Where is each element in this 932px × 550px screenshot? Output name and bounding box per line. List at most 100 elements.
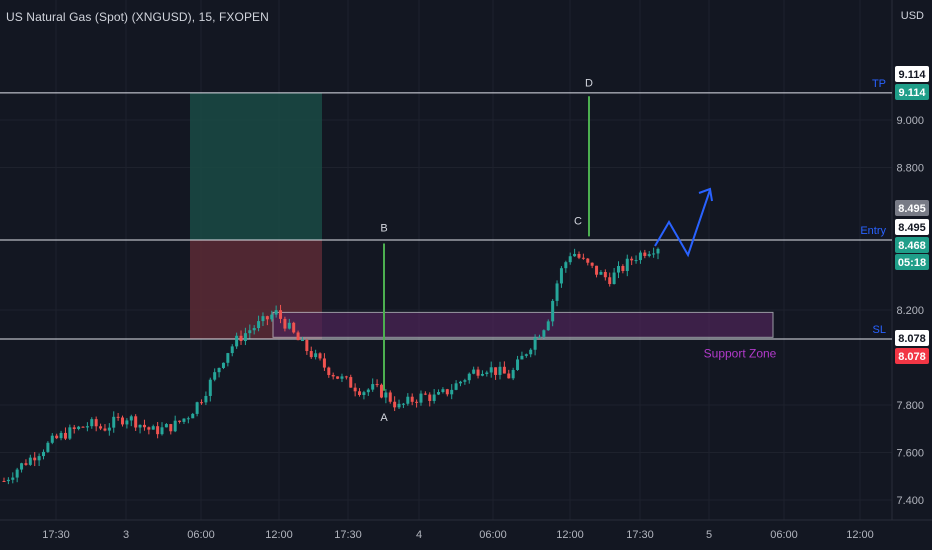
candle-body <box>178 420 182 422</box>
profit-target-zone[interactable] <box>190 92 322 240</box>
candle-body <box>300 340 304 342</box>
candle-body <box>81 426 85 428</box>
candle-body <box>182 418 186 422</box>
price-axis-tick-label: 8.200 <box>896 305 924 317</box>
candle-body <box>630 258 634 261</box>
time-axis-tick-label: 12:00 <box>846 529 874 541</box>
candle-body <box>454 383 458 390</box>
candle-body <box>507 373 511 379</box>
candle-body <box>186 418 190 420</box>
price-badge-gray <box>895 200 929 216</box>
candle-body <box>72 427 76 429</box>
candle-body <box>340 376 344 379</box>
candle-body <box>327 367 331 375</box>
candle-body <box>502 366 506 374</box>
price-badge-label: 8.495 <box>898 222 926 234</box>
candle-body <box>467 373 471 381</box>
candle-body <box>494 367 498 375</box>
candle-body <box>397 403 401 408</box>
candle-body <box>384 392 388 398</box>
wave-label-a: A <box>380 412 388 424</box>
price-badge-label: 8.495 <box>898 203 926 215</box>
wave-label-c: C <box>574 215 582 227</box>
candle-body <box>375 384 379 386</box>
candle-body <box>208 379 212 396</box>
candle-body <box>529 349 533 355</box>
candle-body <box>625 258 629 272</box>
candle-body <box>235 335 239 347</box>
candle-body <box>28 457 32 465</box>
price-badge-label: 9.114 <box>899 87 927 99</box>
price-badge-label: 8.468 <box>898 240 926 252</box>
candle-body <box>621 266 625 272</box>
candle-body <box>458 381 462 384</box>
level-tag-tp: TP <box>872 78 886 90</box>
price-axis-tick-label: 9.000 <box>896 115 924 127</box>
candle-body <box>349 377 353 388</box>
candle-body <box>393 401 397 408</box>
price-badge-red <box>895 348 929 364</box>
candle-body <box>537 336 541 338</box>
candle-body <box>85 426 89 428</box>
candle-body <box>445 389 449 395</box>
candle-body <box>410 396 414 402</box>
candle-body <box>524 354 528 356</box>
candle-body <box>147 427 151 430</box>
candle-body <box>94 419 98 427</box>
price-badge-green <box>895 237 929 253</box>
candle-body <box>463 380 467 382</box>
candle-body <box>616 266 620 273</box>
candle-body <box>366 389 370 393</box>
time-axis-tick-label: 12:00 <box>556 529 584 541</box>
time-axis-tick-label: 17:30 <box>626 529 654 541</box>
candle-body <box>195 402 199 414</box>
candle-body <box>441 389 445 393</box>
candle-body <box>243 333 247 342</box>
candle-body <box>344 376 348 378</box>
candle-body <box>204 395 208 403</box>
candle-body <box>586 258 590 263</box>
time-axis-tick-label: 12:00 <box>265 529 293 541</box>
candle-body <box>423 393 427 395</box>
price-badge-white <box>895 219 929 235</box>
candle-body <box>336 376 340 379</box>
price-badge-green <box>895 84 929 100</box>
candle-body <box>99 426 103 429</box>
support-zone-rect[interactable] <box>272 311 774 338</box>
candle-body <box>90 419 94 427</box>
candle-body <box>42 451 46 457</box>
candle-body <box>437 392 441 395</box>
candle-body <box>59 432 63 439</box>
currency-label[interactable]: USD <box>900 10 924 22</box>
candle-body <box>318 353 322 359</box>
candle-body <box>533 337 537 350</box>
candle-body <box>581 257 585 259</box>
candle-body <box>156 426 160 435</box>
candle-body <box>261 316 265 322</box>
candle-body <box>77 426 81 429</box>
candle-body <box>121 417 125 425</box>
candle-body <box>371 384 375 390</box>
candle-body <box>634 260 638 262</box>
candle-body <box>612 272 616 285</box>
candle-body <box>428 394 432 401</box>
time-axis-tick-label: 06:00 <box>770 529 798 541</box>
candle-body <box>599 272 603 275</box>
candle-body <box>511 369 515 379</box>
time-axis-tick-label: 5 <box>706 529 712 541</box>
candle-body <box>379 384 383 398</box>
projection-arrow[interactable] <box>654 189 711 258</box>
candle-body <box>213 372 217 380</box>
candle-body <box>112 416 116 428</box>
candle-body <box>283 318 287 329</box>
candle-body <box>2 481 6 482</box>
candle-body <box>476 369 480 376</box>
candle-body <box>603 272 607 278</box>
candle-body <box>450 389 454 395</box>
symbol-title[interactable]: US Natural Gas (Spot) (XNGUSD), 15, FXOP… <box>6 10 269 24</box>
time-axis-tick-label: 4 <box>416 529 422 541</box>
candle-body <box>568 256 572 263</box>
price-axis <box>892 0 932 550</box>
price-axis-tick-label: 7.600 <box>896 448 924 460</box>
